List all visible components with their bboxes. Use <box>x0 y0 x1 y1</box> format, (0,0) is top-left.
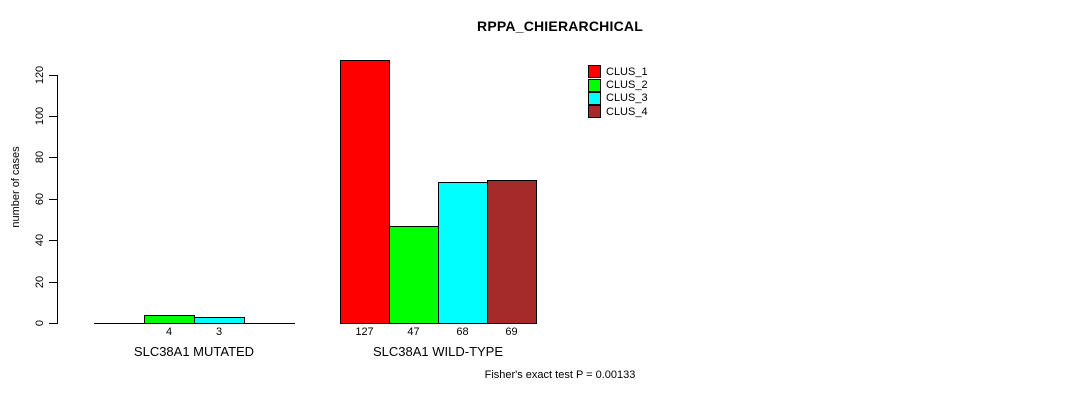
y-axis-tick <box>49 282 57 283</box>
bar-value-label: 4 <box>165 326 173 338</box>
y-axis-tick-label: 60 <box>34 192 46 206</box>
y-axis-tick-label: 0 <box>34 319 46 327</box>
bar-clus_4-wild-type <box>487 180 537 324</box>
y-axis-tick <box>49 75 57 76</box>
legend-label: CLUS_3 <box>606 92 648 105</box>
legend-swatch-clus_3 <box>588 91 601 105</box>
bar-clus_3-wild-type <box>438 182 488 324</box>
y-axis-tick-label: 80 <box>34 150 46 164</box>
legend: CLUS_1 CLUS_2 CLUS_3 CLUS_4 <box>588 65 648 119</box>
bar-clus_2-wild-type <box>389 226 439 324</box>
bar-clus_2-mutated <box>144 315 195 324</box>
y-axis-tick-label: 20 <box>34 275 46 289</box>
y-axis-tick <box>49 199 57 200</box>
bar-value-label: 68 <box>456 326 469 338</box>
bar-value-label: 3 <box>215 326 223 338</box>
y-axis-tick <box>49 157 57 158</box>
bar-value-label: 69 <box>505 326 518 338</box>
legend-label: CLUS_4 <box>606 105 648 118</box>
y-axis-tick <box>49 240 57 241</box>
bar-value-label: 127 <box>355 326 374 338</box>
legend-item: CLUS_3 <box>588 91 648 105</box>
fisher-test-annotation: Fisher's exact test P = 0.00133 <box>484 369 636 381</box>
y-axis-tick-label: 40 <box>34 233 46 247</box>
legend-swatch-clus_2 <box>588 78 601 92</box>
legend-item: CLUS_2 <box>588 78 648 92</box>
y-axis-line <box>57 74 58 324</box>
y-axis-tick-label: 120 <box>34 65 46 85</box>
legend-item: CLUS_1 <box>588 65 648 79</box>
legend-swatch-clus_1 <box>588 65 601 79</box>
bar-value-label: 47 <box>407 326 420 338</box>
legend-label: CLUS_1 <box>606 65 648 78</box>
y-axis-tick <box>49 116 57 117</box>
category-label: SLC38A1 WILD-TYPE <box>372 344 504 359</box>
y-axis-tick-label: 100 <box>34 106 46 126</box>
bar-clus_3-mutated <box>194 317 245 324</box>
legend-swatch-clus_4 <box>588 105 601 119</box>
chart-title: RPPA_CHIERARCHICAL <box>477 18 643 34</box>
y-axis-tick <box>49 323 57 324</box>
legend-item: CLUS_4 <box>588 105 648 119</box>
legend-label: CLUS_2 <box>606 79 648 92</box>
bar-clus_1-wild-type <box>340 60 390 324</box>
category-label: SLC38A1 MUTATED <box>133 344 255 359</box>
